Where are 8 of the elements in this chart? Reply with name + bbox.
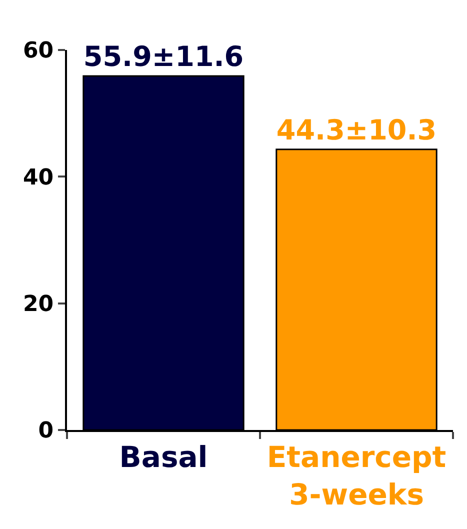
x-tick-label: Basal <box>119 440 208 474</box>
x-tick-label: Etanercept 3-weeks <box>266 440 446 512</box>
y-tick-label: 40 <box>22 165 54 190</box>
data-label: 55.9±11.6 <box>83 40 244 74</box>
y-tick-label: 0 <box>38 418 54 444</box>
y-tick-label: 60 <box>22 38 54 64</box>
y-tick-label: 20 <box>22 292 54 318</box>
data-label: 44.3±10.3 <box>276 113 437 146</box>
